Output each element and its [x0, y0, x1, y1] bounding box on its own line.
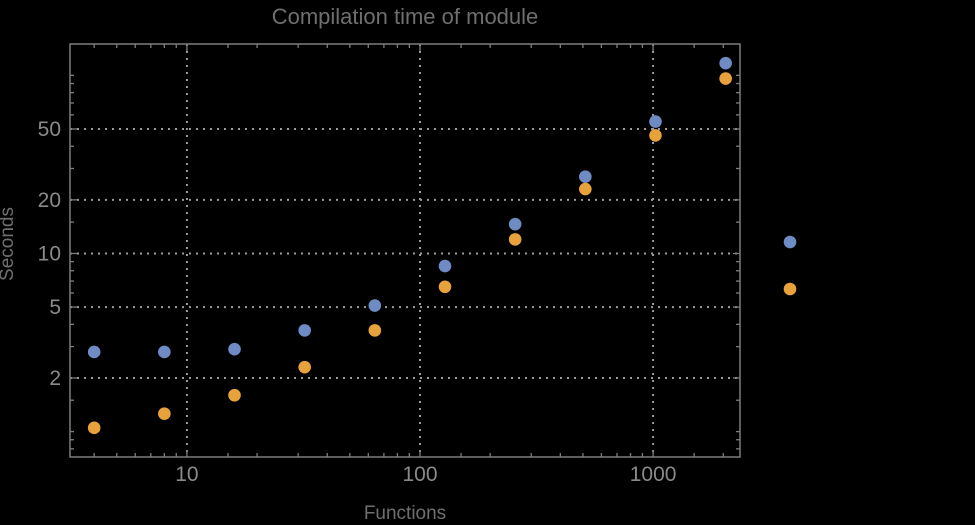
data-point-series-2-orange-x256	[508, 233, 522, 246]
y-tick-label-50: 50	[38, 118, 61, 141]
data-point-series-2-orange-x16	[228, 388, 241, 402]
legend-marker-series-2-orange	[783, 282, 797, 296]
data-point-series-1-blue-x1024	[649, 115, 662, 128]
plot-frame	[69, 43, 741, 458]
data-point-series-1-blue-x32	[298, 324, 311, 337]
data-point-series-2-orange-x4	[87, 421, 101, 435]
data-point-series-2-orange-x8	[158, 407, 171, 421]
x-tick-label-10: 10	[175, 463, 198, 486]
y-tick-label-5: 5	[49, 296, 61, 319]
data-point-series-1-blue-x64	[368, 299, 382, 312]
y-tick-label-2: 2	[49, 367, 61, 390]
data-point-series-1-blue-x2048	[719, 56, 732, 70]
data-point-series-2-orange-x2048	[719, 72, 732, 85]
y-tick-label-20: 20	[38, 189, 61, 212]
x-axis-label: Functions	[364, 503, 446, 524]
tick-labels-group: 10 100 1000 2 5 10 20 50	[38, 118, 677, 486]
data-point-series-2-orange-x512	[579, 182, 592, 196]
x-tick-label-1000: 1000	[630, 463, 677, 486]
gridlines-group	[70, 44, 740, 457]
legend-marker-series-1-blue	[783, 235, 797, 249]
y-tick-label-10: 10	[38, 242, 61, 265]
legend-group	[783, 235, 797, 296]
data-point-series-1-blue-x256	[508, 217, 522, 231]
data-point-series-1-blue-x128	[438, 259, 452, 273]
data-point-series-2-orange-x32	[298, 360, 311, 374]
data-point-series-1-blue-x16	[228, 342, 241, 356]
chart-title: Compilation time of module	[272, 4, 539, 29]
data-point-series-1-blue-x512	[579, 170, 592, 183]
x-tick-label-100: 100	[402, 463, 437, 486]
data-point-series-2-orange-x64	[368, 324, 382, 337]
data-point-series-2-orange-x1024	[649, 129, 662, 142]
data-points-group	[87, 56, 732, 435]
data-point-series-1-blue-x4	[87, 345, 101, 359]
data-point-series-2-orange-x128	[438, 280, 452, 294]
y-axis-label: Seconds	[0, 207, 18, 281]
data-point-series-1-blue-x8	[158, 345, 171, 359]
